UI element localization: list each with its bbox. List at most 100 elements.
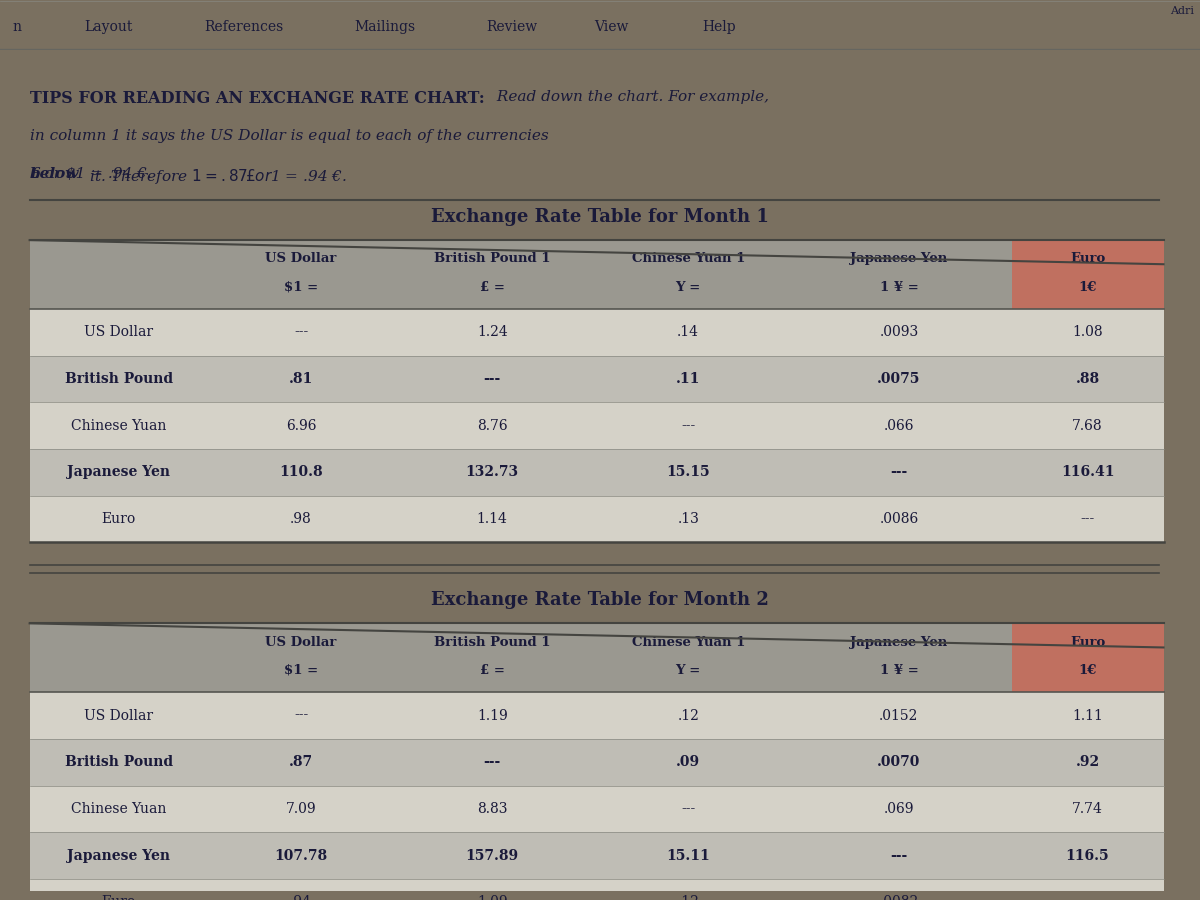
Text: 7.09: 7.09: [286, 802, 317, 816]
Text: 116.5: 116.5: [1066, 849, 1109, 862]
Text: 8.76: 8.76: [476, 418, 508, 433]
Text: .14: .14: [677, 326, 700, 339]
Text: TIPS FOR READING AN EXCHANGE RATE CHART:: TIPS FOR READING AN EXCHANGE RATE CHART:: [30, 90, 485, 107]
Text: US Dollar: US Dollar: [265, 252, 337, 266]
Text: .88: .88: [1075, 372, 1099, 386]
Text: ---: ---: [890, 849, 907, 862]
Text: Review: Review: [486, 20, 538, 34]
Text: Chinese Yuan 1: Chinese Yuan 1: [631, 635, 745, 649]
FancyBboxPatch shape: [208, 624, 1012, 692]
FancyBboxPatch shape: [1012, 624, 1164, 692]
Text: 107.78: 107.78: [275, 849, 328, 862]
Text: ---: ---: [294, 708, 308, 723]
Text: .069: .069: [883, 802, 914, 816]
Text: .0075: .0075: [877, 372, 920, 386]
Text: .81: .81: [289, 372, 313, 386]
Text: .13: .13: [677, 512, 700, 526]
Text: 15.11: 15.11: [666, 849, 710, 862]
FancyBboxPatch shape: [30, 449, 1164, 496]
Text: ---: ---: [294, 326, 308, 339]
Text: 110.8: 110.8: [280, 465, 323, 480]
Text: .11: .11: [676, 372, 701, 386]
FancyBboxPatch shape: [30, 878, 1164, 900]
FancyBboxPatch shape: [30, 739, 1164, 786]
Text: 15.15: 15.15: [666, 465, 710, 480]
Text: Layout: Layout: [84, 20, 132, 34]
Text: British Pound 1: British Pound 1: [434, 252, 551, 266]
Text: 1.08: 1.08: [1073, 326, 1103, 339]
Text: .94: .94: [290, 896, 312, 900]
FancyBboxPatch shape: [30, 309, 1164, 356]
Text: .87: .87: [289, 755, 313, 770]
Text: Exchange Rate Table for Month 2: Exchange Rate Table for Month 2: [431, 591, 769, 609]
Text: 1.19: 1.19: [476, 708, 508, 723]
Text: 1.09: 1.09: [476, 896, 508, 900]
Text: .98: .98: [290, 512, 312, 526]
Text: 1.14: 1.14: [476, 512, 508, 526]
Text: 7.68: 7.68: [1073, 418, 1103, 433]
FancyBboxPatch shape: [30, 832, 1164, 878]
Text: Japanese Yen: Japanese Yen: [67, 849, 170, 862]
Text: .12: .12: [677, 896, 700, 900]
Text: .066: .066: [883, 418, 914, 433]
Text: British Pound: British Pound: [65, 372, 173, 386]
Text: Chinese Yuan: Chinese Yuan: [71, 802, 167, 816]
Text: $1 =: $1 =: [284, 281, 318, 293]
Text: .0086: .0086: [880, 512, 918, 526]
Text: 1.24: 1.24: [476, 326, 508, 339]
FancyBboxPatch shape: [30, 356, 1164, 402]
Text: in column 1 it says the US Dollar is equal to each of the currencies: in column 1 it says the US Dollar is equ…: [30, 129, 553, 142]
Text: Help: Help: [702, 20, 736, 34]
Text: 1€: 1€: [1079, 281, 1097, 293]
Text: Japanese Yen: Japanese Yen: [851, 252, 948, 266]
Text: Euro: Euro: [1070, 252, 1105, 266]
Text: British Pound: British Pound: [65, 755, 173, 770]
Text: 7.74: 7.74: [1072, 802, 1103, 816]
Text: Euro: Euro: [1070, 635, 1105, 649]
Text: British Pound 1: British Pound 1: [434, 635, 551, 649]
Text: Euro: Euro: [102, 896, 136, 900]
Text: ---: ---: [484, 372, 500, 386]
Text: £ =: £ =: [480, 664, 505, 677]
FancyBboxPatch shape: [30, 624, 208, 692]
Text: .12: .12: [677, 708, 700, 723]
Text: Japanese Yen: Japanese Yen: [851, 635, 948, 649]
Text: .0070: .0070: [877, 755, 920, 770]
Text: Read down the chart. For example,: Read down the chart. For example,: [492, 90, 769, 104]
Text: 116.41: 116.41: [1061, 465, 1115, 480]
Text: Chinese Yuan 1: Chinese Yuan 1: [631, 252, 745, 266]
Text: US Dollar: US Dollar: [84, 708, 154, 723]
Text: £ =: £ =: [480, 281, 505, 293]
Text: US Dollar: US Dollar: [265, 635, 337, 649]
Text: Euro: Euro: [102, 512, 136, 526]
Text: View: View: [594, 20, 629, 34]
Text: .0082: .0082: [880, 896, 918, 900]
Text: £ or $1 = .94 €.: £ or $1 = .94 €.: [30, 167, 151, 181]
Text: Adri: Adri: [1170, 6, 1194, 16]
Text: Mailings: Mailings: [354, 20, 415, 34]
Text: Y =: Y =: [676, 664, 701, 677]
Text: 1€: 1€: [1079, 664, 1097, 677]
Text: ---: ---: [682, 802, 695, 816]
Text: 1 ¥ =: 1 ¥ =: [880, 281, 918, 293]
Text: 1.11: 1.11: [1072, 708, 1103, 723]
Text: Japanese Yen: Japanese Yen: [67, 465, 170, 480]
Text: ---: ---: [682, 418, 695, 433]
Text: Y =: Y =: [676, 281, 701, 293]
Text: it. Therefore $1 = .87 £ or $1 = .94 €.: it. Therefore $1 = .87 £ or $1 = .94 €.: [84, 167, 347, 186]
Text: ---: ---: [1080, 896, 1094, 900]
Text: .0093: .0093: [880, 326, 918, 339]
Text: .92: .92: [1075, 755, 1099, 770]
Text: ---: ---: [890, 465, 907, 480]
Text: Exchange Rate Table for Month 1: Exchange Rate Table for Month 1: [431, 208, 769, 226]
Text: 1 ¥ =: 1 ¥ =: [880, 664, 918, 677]
FancyBboxPatch shape: [208, 240, 1012, 309]
FancyBboxPatch shape: [30, 786, 1164, 833]
Text: 6.96: 6.96: [286, 418, 317, 433]
Text: ---: ---: [1080, 512, 1094, 526]
Text: 157.89: 157.89: [466, 849, 518, 862]
Text: Chinese Yuan: Chinese Yuan: [71, 418, 167, 433]
Text: 132.73: 132.73: [466, 465, 518, 480]
FancyBboxPatch shape: [30, 402, 1164, 449]
FancyBboxPatch shape: [30, 692, 1164, 739]
